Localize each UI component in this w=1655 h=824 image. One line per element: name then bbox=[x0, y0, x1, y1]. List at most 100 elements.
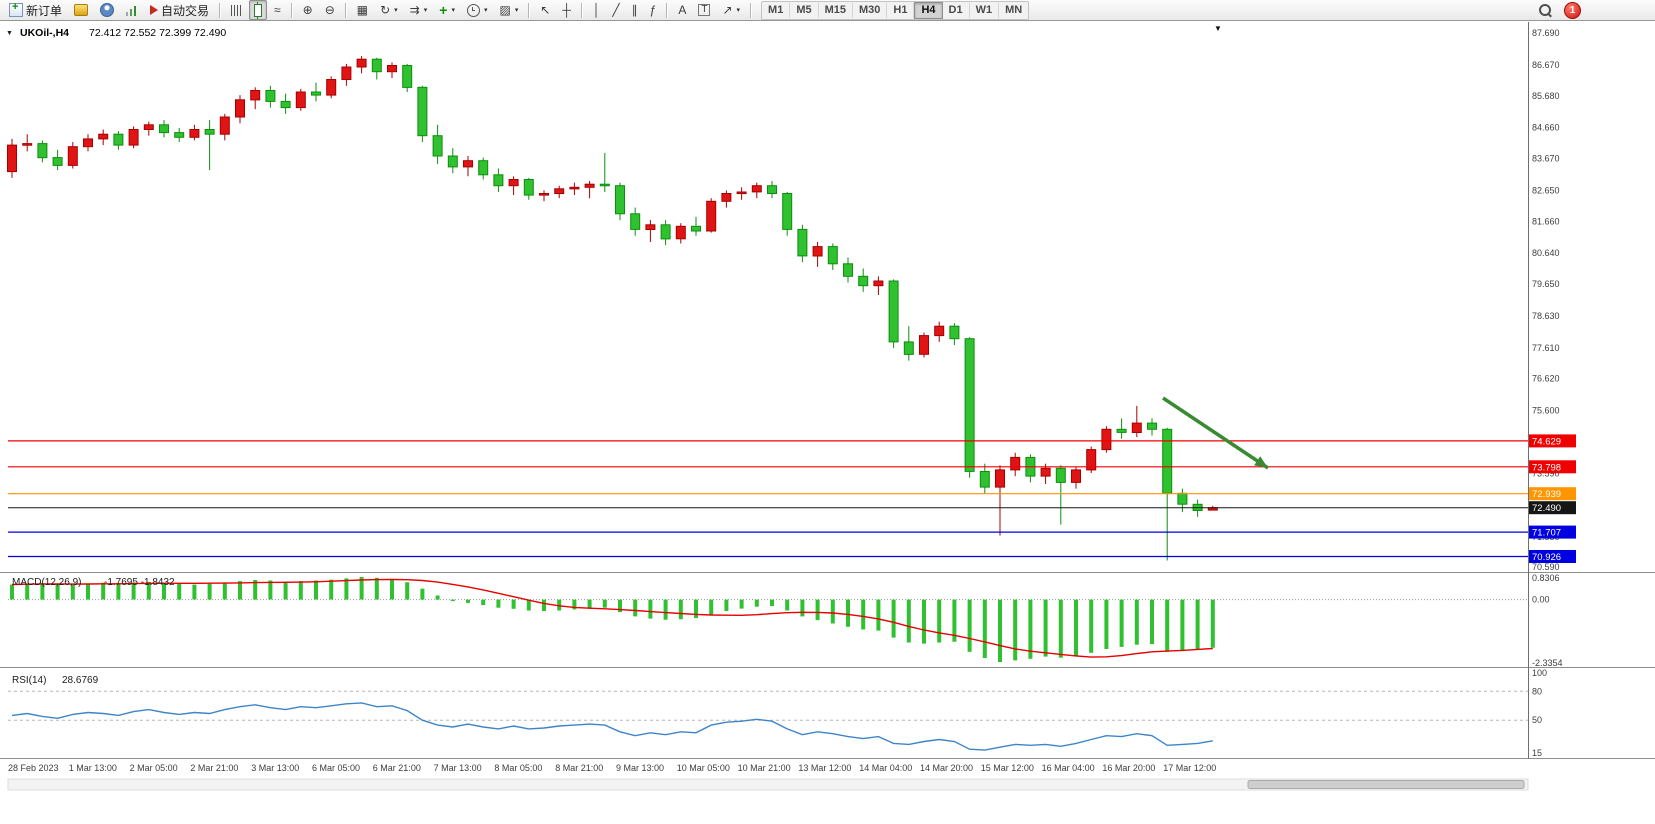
cursor-icon: ↖ bbox=[540, 3, 551, 17]
new-order-button[interactable]: 新订单 bbox=[4, 0, 67, 20]
templates-button[interactable]: ▨ ▾ bbox=[494, 0, 523, 20]
h-scrollbar-thumb[interactable] bbox=[1247, 780, 1525, 789]
bar-chart-icon bbox=[231, 4, 243, 16]
macd-histogram-bar bbox=[10, 584, 14, 600]
candle-body bbox=[554, 188, 565, 195]
macd-histogram-bar bbox=[542, 599, 546, 611]
text-label-button[interactable]: T bbox=[693, 0, 715, 20]
candle-body bbox=[219, 116, 230, 135]
macd-histogram-bar bbox=[633, 599, 638, 617]
timeframe-m15[interactable]: M15 bbox=[819, 2, 853, 18]
candlestick-chart-button[interactable] bbox=[249, 0, 268, 20]
fibonacci-button[interactable]: ƒ bbox=[645, 0, 662, 20]
macd-histogram-bar bbox=[344, 578, 349, 600]
price-axis-label: 82.650 bbox=[1532, 185, 1560, 195]
candle-body bbox=[387, 65, 397, 73]
candle-body bbox=[402, 65, 413, 88]
autotrading-button[interactable]: 自动交易 bbox=[145, 0, 214, 20]
vertical-line-icon: │ bbox=[592, 3, 601, 17]
auto-scroll-button[interactable]: ↻ ▾ bbox=[375, 0, 403, 20]
toolbar-separator bbox=[219, 2, 222, 18]
arrow-tool-icon: ↗ bbox=[722, 3, 733, 17]
candle-body bbox=[919, 335, 929, 355]
candle-body bbox=[660, 224, 671, 240]
macd-histogram-bar bbox=[405, 582, 410, 600]
candle-body bbox=[645, 224, 656, 231]
candle-body bbox=[159, 124, 169, 134]
h-scrollbar-track[interactable] bbox=[7, 778, 1529, 791]
chart-shift-icon: ⇉ bbox=[409, 3, 420, 17]
timeframe-m30[interactable]: M30 bbox=[853, 2, 888, 18]
candle-body bbox=[1040, 467, 1051, 477]
candle-body bbox=[417, 86, 428, 137]
macd-histogram-bar bbox=[618, 599, 622, 613]
price-level-badge-label: 72.939 bbox=[1532, 489, 1561, 500]
chart-shift-button[interactable]: ⇉ ▾ bbox=[405, 0, 433, 20]
arrow-tools-button[interactable]: ↗ ▾ bbox=[717, 0, 745, 20]
timeframe-h1[interactable]: H1 bbox=[887, 2, 915, 18]
add-indicator-button[interactable]: + ▾ bbox=[434, 0, 460, 20]
tile-windows-button[interactable]: ▦ bbox=[352, 0, 373, 20]
timeframe-d1[interactable]: D1 bbox=[943, 2, 970, 18]
candle-body bbox=[903, 341, 914, 355]
candle-body bbox=[432, 135, 443, 157]
candle-body bbox=[1131, 422, 1142, 434]
macd-histogram-bar bbox=[526, 599, 531, 611]
text-button[interactable]: A bbox=[673, 0, 691, 20]
market-button[interactable] bbox=[69, 0, 93, 20]
price-axis-label: 73.590 bbox=[1532, 468, 1560, 478]
time-axis-label: 6 Mar 21:00 bbox=[373, 763, 421, 773]
candle-body bbox=[949, 325, 960, 340]
timeframe-m1[interactable]: M1 bbox=[762, 2, 791, 18]
cursor-button[interactable]: ↖ bbox=[535, 0, 555, 20]
price-level-badge bbox=[1529, 487, 1576, 501]
periods-button[interactable]: ▾ bbox=[462, 0, 493, 20]
macd-histogram-bar bbox=[192, 584, 197, 600]
bar-chart-button[interactable] bbox=[226, 0, 247, 20]
signals-button[interactable] bbox=[121, 0, 143, 20]
macd-histogram-bar bbox=[1104, 599, 1109, 649]
zoom-in-button[interactable]: ⊕ bbox=[298, 0, 318, 20]
macd-histogram-bar bbox=[1134, 599, 1139, 645]
zoom-out-button[interactable]: ⊖ bbox=[320, 0, 340, 20]
rsi-axis-label: 50 bbox=[1532, 715, 1542, 725]
toolbar-separator bbox=[580, 2, 583, 18]
timeframe-m5[interactable]: M5 bbox=[790, 2, 819, 18]
macd-histogram-bar bbox=[314, 580, 318, 600]
macd-histogram-bar bbox=[572, 599, 577, 610]
timeframe-w1[interactable]: W1 bbox=[970, 2, 1000, 18]
macd-histogram-bar bbox=[846, 599, 850, 627]
signals-icon bbox=[126, 4, 139, 16]
candle-body bbox=[311, 91, 321, 96]
candle-body bbox=[1086, 449, 1097, 471]
timeframe-mn[interactable]: MN bbox=[1005, 4, 1023, 16]
autotrading-icon bbox=[150, 5, 159, 15]
macd-histogram-bar bbox=[800, 599, 805, 617]
price-axis-label: 84.660 bbox=[1532, 123, 1560, 133]
chart-window[interactable]: 87.690 86.670 85.680 84.660 83.670 82.650 81.6… bbox=[0, 22, 1655, 824]
community-button[interactable] bbox=[95, 0, 119, 20]
text-label-icon: T bbox=[698, 4, 711, 16]
market-icon bbox=[74, 4, 89, 16]
macd-histogram-bar bbox=[663, 599, 668, 620]
candle-body bbox=[341, 66, 352, 80]
candle-body bbox=[37, 143, 48, 159]
vertical-line-button[interactable]: │ bbox=[588, 0, 606, 20]
macd-histogram-bar bbox=[1058, 599, 1063, 658]
search-button[interactable] bbox=[1534, 0, 1556, 20]
notification-badge[interactable]: 1 bbox=[1564, 1, 1581, 19]
macd-histogram-bar bbox=[1150, 599, 1154, 645]
timeframe-h4[interactable]: H4 bbox=[914, 1, 943, 19]
macd-histogram-bar bbox=[298, 581, 303, 600]
autotrading-label: 自动交易 bbox=[161, 3, 210, 18]
trendline-button[interactable]: ╱ bbox=[607, 0, 624, 20]
trend-arrow-annotation[interactable] bbox=[1162, 396, 1269, 470]
one-click-collapse-icon[interactable]: ▼ bbox=[6, 30, 13, 37]
channel-button[interactable]: ∥ bbox=[627, 0, 643, 20]
macd-axis-label: 0.00 bbox=[1532, 595, 1550, 605]
candle-body bbox=[782, 193, 793, 230]
crosshair-button[interactable]: ┼ bbox=[557, 0, 576, 20]
line-chart-button[interactable]: ≈ bbox=[269, 0, 286, 20]
macd-histogram-bar bbox=[70, 584, 75, 600]
time-axis-label: 2 Mar 21:00 bbox=[190, 763, 238, 773]
